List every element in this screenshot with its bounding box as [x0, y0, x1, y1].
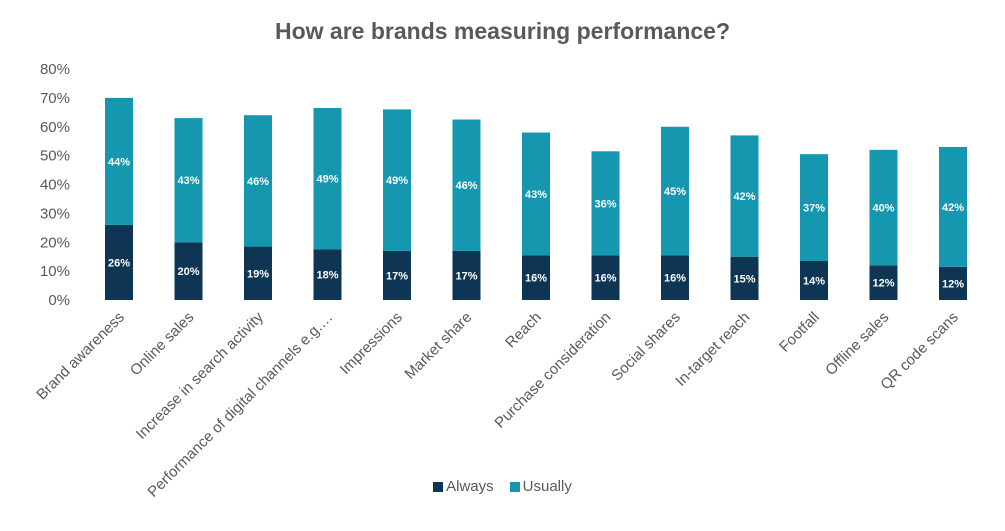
bar-always-impressions	[383, 250, 411, 300]
data-label-usually: 46%	[247, 176, 269, 188]
chart-title: How are brands measuring performance?	[274, 18, 730, 44]
bar-always-social-shares	[661, 255, 689, 300]
bar-usually-in-target-reach	[730, 135, 759, 257]
legend-swatch	[509, 481, 520, 492]
data-label-usually: 44%	[108, 156, 130, 168]
bar-usually-offline-sales	[869, 149, 898, 266]
bars: 26% 44% 20% 43% 19% 46% 18% 49% 17% 49% 17% 46% 16% 4…	[105, 97, 967, 300]
legend: Always Usually	[0, 478, 1005, 495]
data-label-usually: 49%	[316, 174, 338, 186]
data-label-always: 19%	[247, 268, 269, 280]
bar-always-increase-in-search-activity	[244, 246, 272, 300]
data-label-usually: 43%	[525, 189, 547, 201]
data-label-usually: 49%	[386, 175, 408, 187]
x-tick-label: Brand awareness	[33, 309, 128, 404]
bar-usually-online-sales	[174, 118, 203, 243]
data-label-always: 18%	[316, 270, 338, 282]
bar-usually-qr-code-scans	[939, 146, 967, 267]
y-tick-label: 80%	[40, 61, 70, 78]
data-label-usually: 42%	[733, 191, 755, 203]
y-tick-label: 10%	[40, 263, 70, 280]
y-tick-label: 20%	[40, 234, 70, 251]
y-tick-label: 70%	[40, 90, 70, 107]
bar-usually-brand-awareness	[105, 97, 133, 225]
x-tick-label: Footfall	[776, 309, 823, 356]
data-label-always: 26%	[108, 257, 130, 269]
legend-label: Always	[446, 478, 494, 495]
x-tick-label: Purchase consideration	[491, 309, 614, 432]
data-label-always: 16%	[664, 273, 686, 285]
y-tick-label: 50%	[40, 148, 70, 165]
y-tick-label: 30%	[40, 205, 70, 222]
data-label-always: 16%	[594, 273, 616, 285]
data-label-always: 12%	[872, 278, 894, 290]
bar-always-in-target-reach	[730, 256, 759, 300]
bar-usually-footfall	[800, 154, 828, 262]
bar-always-qr-code-scans	[939, 266, 967, 300]
y-tick-label: 40%	[40, 177, 70, 194]
data-label-usually: 37%	[803, 203, 825, 215]
data-label-usually: 46%	[455, 180, 477, 192]
bar-always-brand-awareness	[105, 224, 133, 300]
x-tick-label: Social shares	[608, 309, 684, 385]
bar-always-performance-of-digital-channels-e-g	[313, 249, 342, 300]
data-label-usually: 45%	[664, 186, 686, 198]
bar-usually-performance-of-digital-channels-e-g	[313, 107, 342, 250]
legend-swatch	[433, 481, 444, 492]
bar-usually-increase-in-search-activity	[244, 115, 272, 247]
bar-usually-purchase-consideration	[591, 151, 620, 256]
data-label-usually: 43%	[177, 175, 199, 187]
legend-label: Usually	[522, 478, 572, 495]
x-tick-label: In-target reach	[672, 309, 753, 390]
data-label-always: 15%	[733, 273, 755, 285]
data-label-always: 14%	[803, 276, 825, 288]
bar-always-offline-sales	[869, 265, 898, 300]
data-label-usually: 42%	[942, 202, 964, 214]
x-tick-label: Impressions	[337, 309, 406, 378]
data-label-always: 16%	[525, 273, 547, 285]
legend-item-always: Always	[433, 478, 494, 495]
y-tick-label: 0%	[48, 292, 70, 309]
data-label-always: 20%	[177, 266, 199, 278]
bar-usually-reach	[522, 132, 550, 256]
x-tick-label: Increase in search activity	[133, 308, 267, 442]
x-tick-label: Offline sales	[822, 309, 892, 379]
y-axis: 0% 10% 20% 30% 40% 50% 60% 70% 80%	[40, 61, 70, 309]
data-label-always: 12%	[942, 278, 964, 290]
x-tick-label: Market share	[401, 309, 475, 383]
y-tick-label: 60%	[40, 119, 70, 136]
bar-always-market-share	[452, 250, 481, 300]
bar-always-footfall	[800, 261, 828, 300]
legend-item-usually: Usually	[509, 478, 572, 495]
bar-always-purchase-consideration	[591, 255, 620, 300]
bar-usually-impressions	[383, 109, 411, 251]
data-label-usually: 40%	[872, 203, 894, 215]
data-label-always: 17%	[455, 270, 477, 282]
data-label-always: 17%	[386, 270, 408, 282]
bar-usually-market-share	[452, 119, 481, 251]
data-label-usually: 36%	[594, 198, 616, 210]
bar-usually-social-shares	[661, 126, 689, 256]
x-tick-label: Reach	[502, 309, 545, 352]
bar-always-online-sales	[174, 242, 203, 300]
bar-always-reach	[522, 255, 550, 300]
x-tick-label: Online sales	[127, 309, 197, 379]
